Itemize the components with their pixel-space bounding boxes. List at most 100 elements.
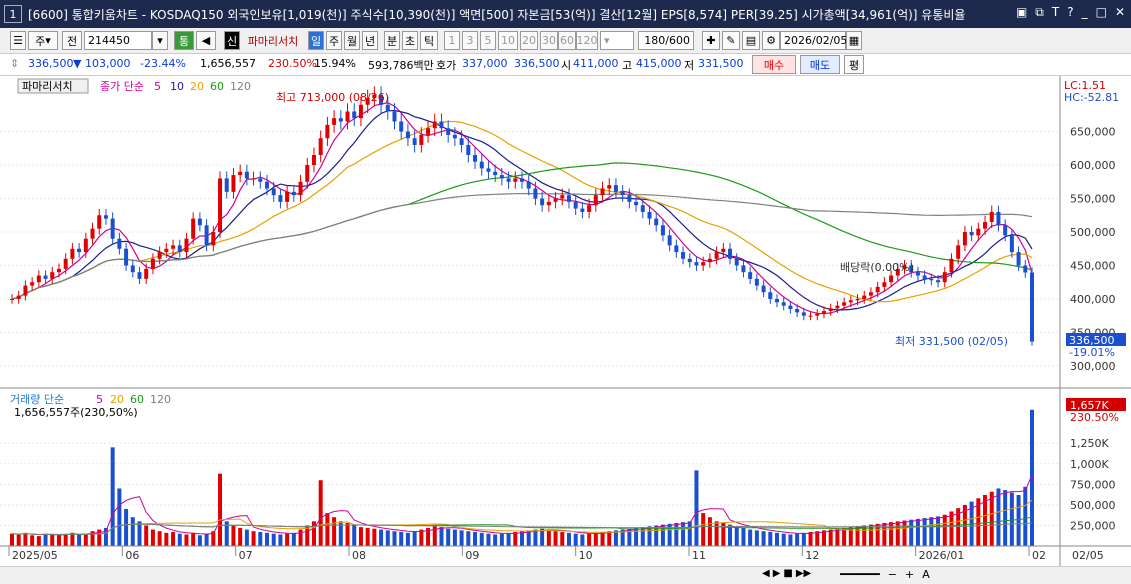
volume-bar — [909, 519, 914, 546]
volume-bar — [36, 536, 41, 546]
maximize-icon[interactable]: □ — [1095, 5, 1107, 19]
interval-second[interactable]: 초 — [402, 31, 418, 50]
interval-week[interactable]: 주 — [326, 31, 342, 50]
expand-icon[interactable]: ⇕ — [10, 57, 20, 70]
count-input[interactable]: 180/600 — [638, 31, 694, 50]
candle-body — [258, 178, 263, 182]
high-price: 415,000 — [636, 57, 682, 70]
volume-bar — [728, 524, 733, 546]
change-percent: -23.44% — [140, 57, 186, 70]
candle-body — [385, 104, 390, 112]
minute-60[interactable]: 60 — [558, 31, 576, 50]
candle-body — [506, 178, 511, 182]
candle-body — [895, 268, 900, 276]
sell-button[interactable]: 매도 — [800, 55, 840, 74]
layout-icon[interactable]: ▣ — [1015, 5, 1028, 19]
zoom-in-icon[interactable]: + — [904, 568, 915, 581]
print-icon[interactable]: ▤ — [742, 31, 760, 50]
volume-bar — [379, 529, 384, 546]
volume-bar — [983, 495, 988, 546]
flat-button[interactable]: 평 — [844, 55, 864, 74]
crosshair-icon[interactable]: ✚ — [702, 31, 720, 50]
code-input[interactable]: 214450 — [84, 31, 152, 50]
zoom-out-icon[interactable]: − — [887, 568, 897, 581]
period-select[interactable]: 주 ▾ — [28, 31, 58, 50]
candle-body — [392, 111, 397, 122]
volume-bar — [815, 531, 820, 546]
restore-icon[interactable]: ⧉ — [1035, 5, 1044, 19]
candle-body — [775, 298, 779, 303]
minute-10[interactable]: 10 — [498, 31, 518, 50]
minute-custom[interactable]: ▾ — [600, 31, 634, 50]
candle-body — [801, 312, 806, 316]
code-dropdown-icon[interactable]: ▾ — [152, 31, 168, 50]
volume-bar — [251, 531, 256, 546]
draw-icon[interactable]: ✎ — [722, 31, 740, 50]
toolbar: ☰ 주 ▾ 전 214450 ▾ 통 ◀ 신 파마리서치 일 주 월 년 분 초 … — [0, 28, 1131, 54]
volume-bar — [486, 533, 491, 546]
candle-body — [882, 282, 887, 287]
close-icon[interactable]: ✕ — [1114, 5, 1125, 19]
minimize-icon[interactable]: _ — [1081, 5, 1088, 19]
volume-bar — [701, 513, 706, 546]
minute-120[interactable]: 120 — [576, 31, 598, 50]
volume-bar — [674, 522, 679, 546]
volume-bar — [238, 527, 243, 546]
font-icon[interactable]: T — [1051, 5, 1060, 19]
tong-button[interactable]: 통 — [174, 31, 194, 50]
volume-bar — [365, 527, 370, 546]
interval-minute[interactable]: 분 — [384, 31, 400, 50]
gear-icon[interactable]: ⚙ — [762, 31, 780, 50]
volume-bar — [748, 529, 753, 546]
volume-bar — [432, 525, 437, 546]
volume-y-tick-label: 1,250K — [1070, 437, 1109, 450]
candle-body — [748, 272, 753, 279]
fast-forward-button[interactable]: ▶▶ — [795, 568, 812, 579]
candle-body — [10, 298, 14, 300]
scroll-left-button[interactable]: ◀ — [762, 568, 770, 579]
candle-body — [566, 195, 571, 202]
chart-area[interactable]: 300,000 350,000 400,000 450,000 500,000 550,0… — [0, 76, 1131, 566]
minute-20[interactable]: 20 — [520, 31, 538, 50]
minute-3[interactable]: 3 — [462, 31, 478, 50]
stop-button[interactable]: ■ — [783, 568, 793, 579]
calendar-icon[interactable]: ▦ — [846, 31, 862, 50]
legend-ma-label: 종가 단순 — [100, 80, 144, 93]
volume-bar — [573, 533, 578, 546]
x-tick-label: 10 — [579, 549, 593, 562]
zoom-slider[interactable]: ━━━━━━ — [840, 568, 880, 581]
interval-tick[interactable]: 틱 — [420, 31, 438, 50]
candle-body — [862, 295, 867, 299]
candle-body — [654, 218, 659, 226]
candle-body — [352, 111, 357, 119]
font-size-icon[interactable]: A — [922, 568, 930, 581]
minute-1[interactable]: 1 — [444, 31, 460, 50]
candle-body — [734, 258, 739, 266]
volume-bar — [399, 532, 404, 546]
market-type[interactable]: 전 — [62, 31, 82, 50]
candle-body — [36, 275, 41, 283]
volume-ratio: 230.50% — [268, 57, 317, 70]
candle-body — [1030, 272, 1034, 342]
minute-5[interactable]: 5 — [480, 31, 496, 50]
interval-year[interactable]: 년 — [362, 31, 378, 50]
volume-bar — [949, 511, 954, 546]
y-tick-label: 500,000 — [1070, 226, 1116, 239]
minute-30[interactable]: 30 — [540, 31, 558, 50]
interval-day[interactable]: 일 — [308, 31, 324, 50]
open-label: 시 — [561, 59, 572, 72]
candle-body — [103, 215, 108, 219]
menu-icon[interactable]: ☰ — [10, 31, 26, 50]
y-tick-label: 600,000 — [1070, 159, 1116, 172]
legend-ma60: 60 — [210, 80, 224, 93]
volume-bar — [915, 518, 920, 546]
scroll-right-button[interactable]: ▶ — [772, 568, 781, 579]
candle-body — [238, 171, 243, 176]
help-icon[interactable]: ? — [1067, 5, 1074, 19]
candle-body — [835, 305, 840, 309]
buy-button[interactable]: 매수 — [752, 55, 796, 74]
candle-body — [231, 175, 236, 192]
date-input[interactable]: 2026/02/05 — [780, 31, 847, 50]
speaker-icon[interactable]: ◀ — [196, 31, 216, 50]
interval-month[interactable]: 월 — [344, 31, 360, 50]
